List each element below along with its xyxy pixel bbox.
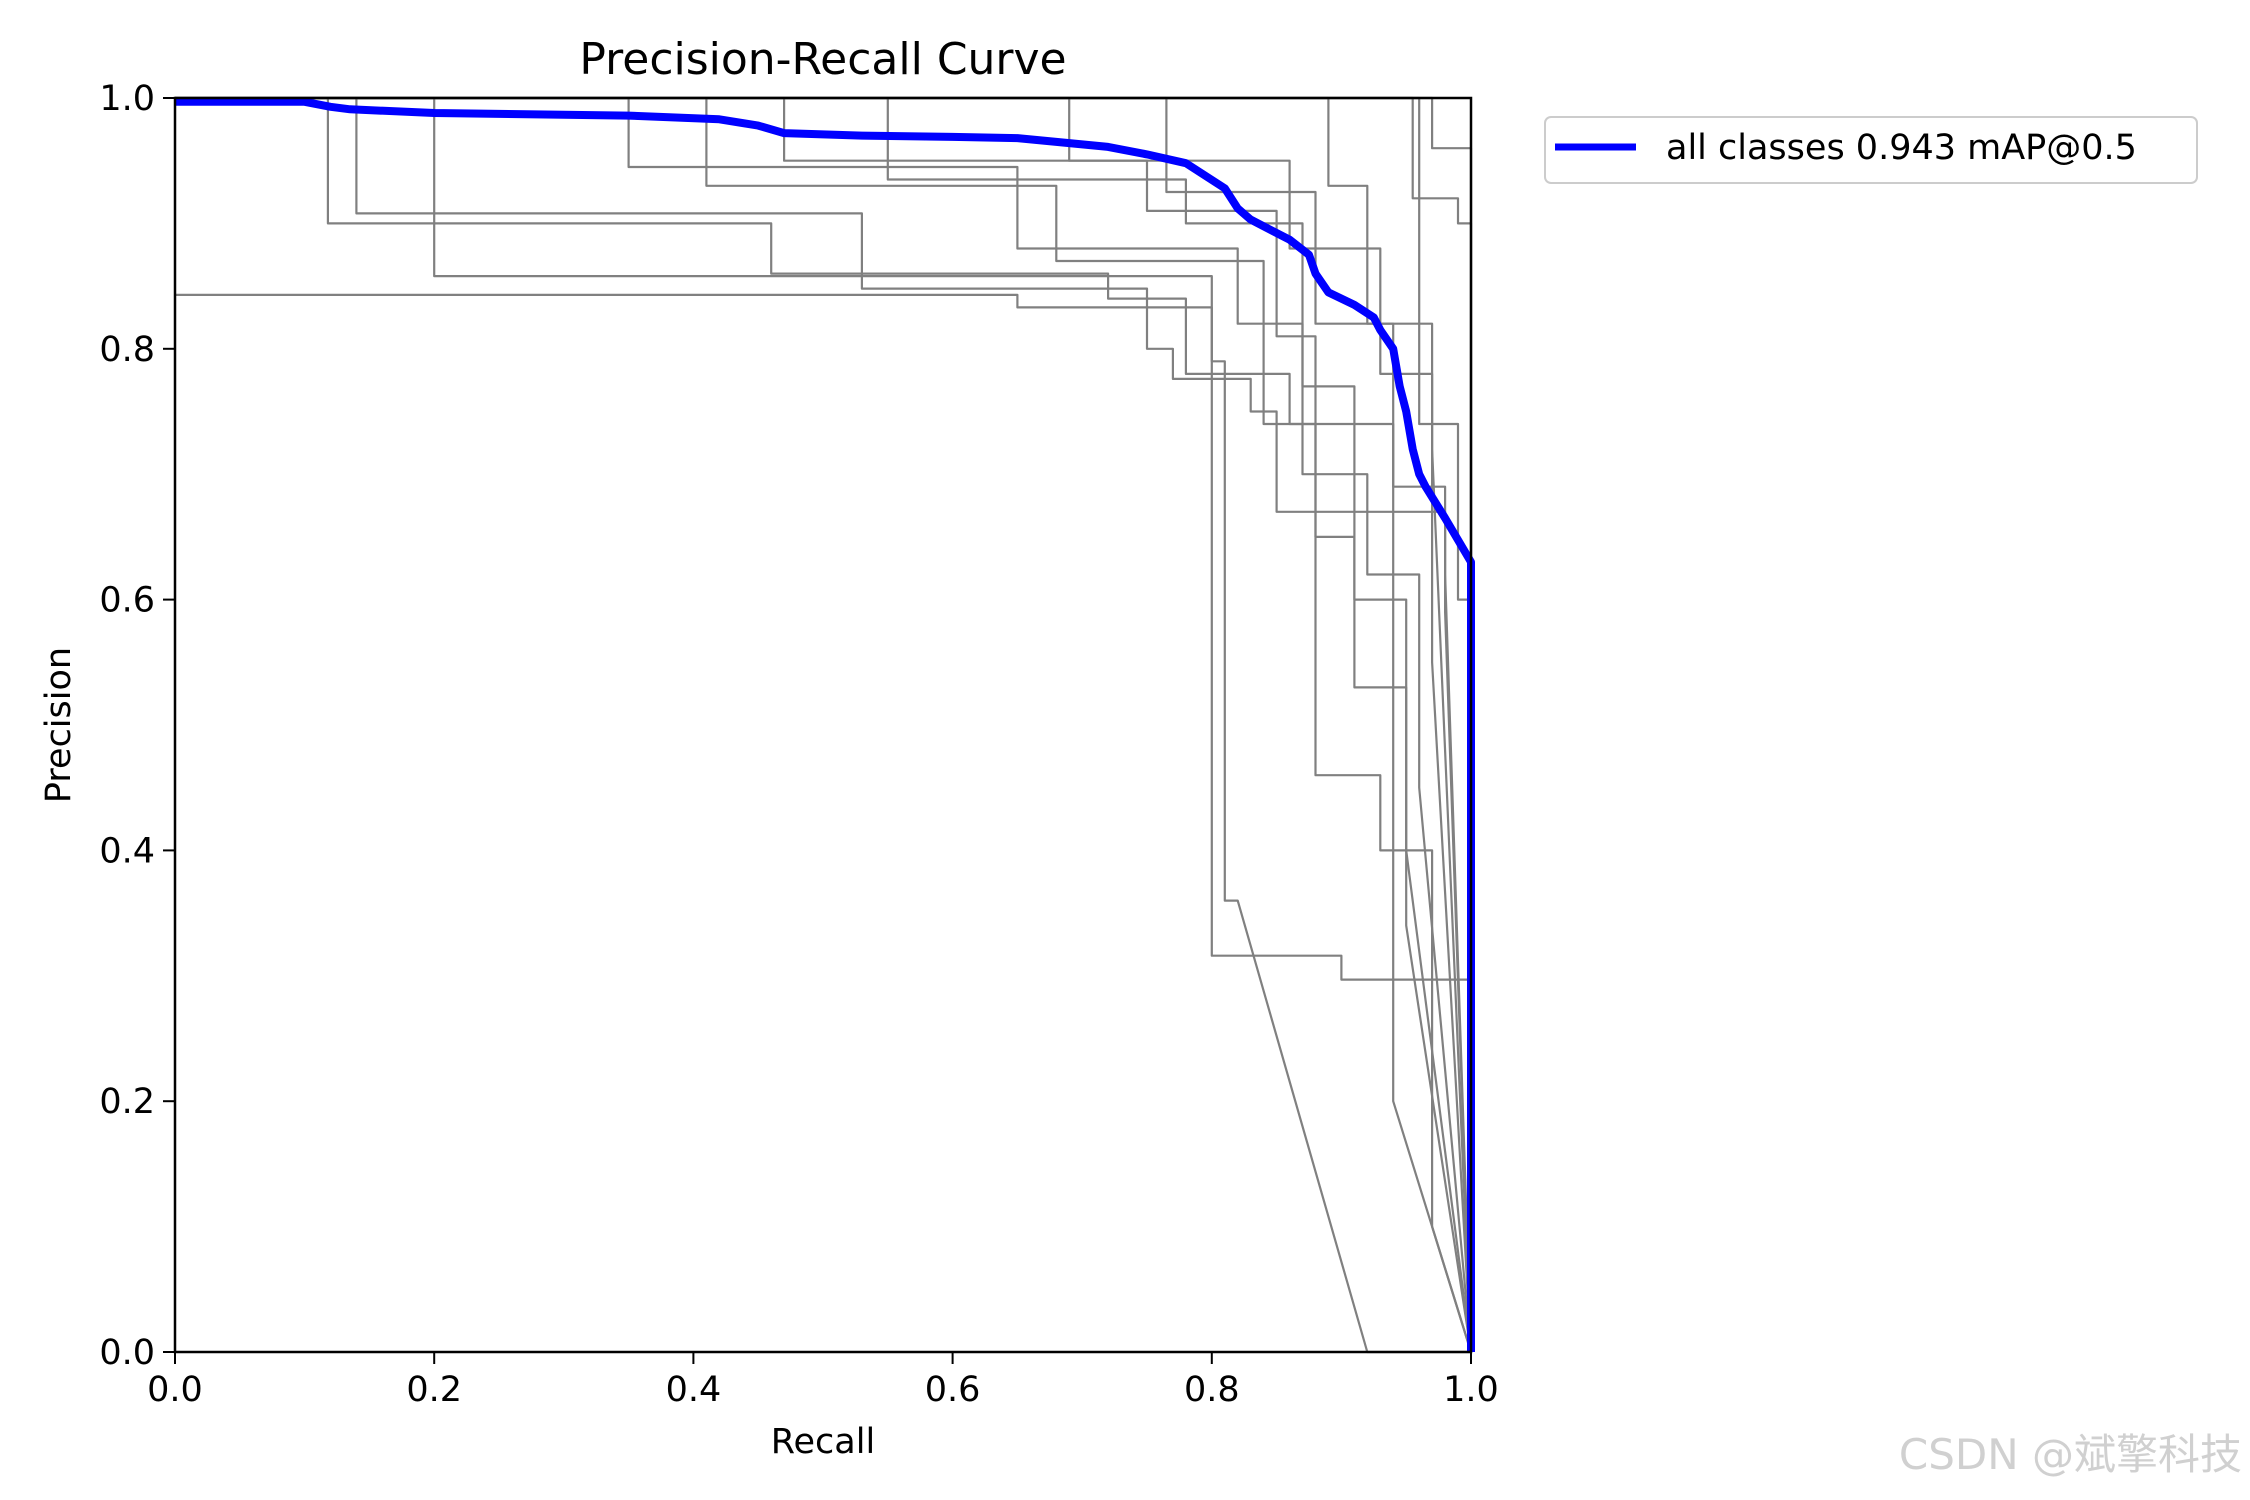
x-axis-ticks: 0.0 0.2 0.4 0.6 0.8 1.0	[147, 1352, 1499, 1410]
x-tick-label: 0.8	[1184, 1370, 1240, 1410]
class-curves-group	[175, 96, 1473, 1354]
legend: all classes 0.943 mAP@0.5	[1544, 116, 2198, 184]
y-tick-label: 0.8	[99, 330, 155, 370]
all-classes-curve	[175, 97, 1475, 1352]
watermark: CSDN @斌擎科技	[1898, 1430, 2242, 1479]
y-tick-label: 0.0	[99, 1333, 155, 1373]
class-curve-2	[175, 96, 1471, 1354]
x-tick-label: 0.6	[925, 1370, 981, 1410]
all-classes-curve-group	[175, 97, 1475, 1352]
class-curve-1	[175, 293, 1473, 1352]
class-curve-10	[175, 96, 1473, 1353]
y-tick-label: 0.6	[99, 581, 155, 621]
x-tick-label: 0.2	[406, 1370, 462, 1410]
y-tick-label: 0.4	[99, 831, 155, 871]
x-axis-label: Recall	[771, 1422, 875, 1462]
class-curve-7	[175, 96, 1473, 1353]
class-curve-6	[175, 96, 1473, 1353]
class-curve-4	[175, 96, 1473, 1353]
class-curve-9	[175, 96, 1473, 1353]
x-tick-label: 1.0	[1443, 1370, 1499, 1410]
y-axis-ticks: 0.0 0.2 0.4 0.6 0.8 1.0	[99, 79, 175, 1373]
class-curve-11	[175, 96, 1473, 1353]
plot-frame	[173, 96, 1473, 1354]
y-tick-label: 1.0	[99, 79, 155, 119]
chart-title: Precision-Recall Curve	[579, 34, 1066, 85]
y-tick-label: 0.2	[99, 1082, 155, 1122]
x-tick-label: 0.0	[147, 1370, 203, 1410]
class-curve-8	[175, 96, 1473, 1353]
x-tick-label: 0.4	[666, 1370, 722, 1410]
class-curve-5	[175, 96, 1473, 1353]
legend-label: all classes 0.943 mAP@0.5	[1666, 128, 2137, 168]
y-axis-label: Precision	[39, 647, 79, 803]
legend-box	[1544, 116, 2198, 184]
